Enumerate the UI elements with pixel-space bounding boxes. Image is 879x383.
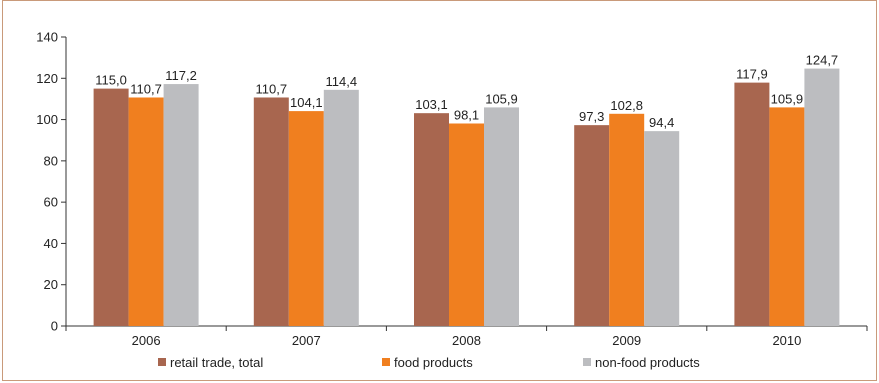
y-tick-label: 140	[36, 30, 58, 45]
data-label: 97,3	[579, 109, 604, 124]
y-tick-label: 40	[44, 236, 58, 251]
y-tick-label: 100	[36, 112, 58, 127]
bar	[734, 82, 770, 326]
data-label: 94,4	[649, 115, 674, 130]
bar	[253, 97, 289, 326]
bar	[449, 123, 484, 327]
legend-swatch	[583, 358, 591, 366]
data-label: 117,2	[165, 68, 197, 83]
data-label: 117,9	[736, 67, 768, 82]
data-label: 110,7	[130, 81, 162, 96]
data-label: 124,7	[806, 53, 839, 68]
legend-label: non-food products	[595, 355, 700, 370]
bar	[644, 131, 680, 326]
data-label: 104,1	[290, 95, 323, 110]
x-tick-label: 2008	[452, 333, 481, 348]
legend-swatch	[158, 358, 166, 366]
y-tick-label: 80	[44, 153, 58, 168]
y-tick-label: 120	[36, 71, 58, 86]
data-label: 115,0	[95, 73, 127, 88]
y-tick-label: 0	[51, 319, 58, 334]
y-tick-label: 60	[44, 195, 58, 210]
bar	[93, 88, 129, 326]
legend-label: retail trade, total	[170, 355, 263, 370]
data-label: 114,4	[326, 74, 358, 89]
x-tick-label: 2006	[132, 333, 161, 348]
bar	[484, 107, 519, 326]
x-tick-label: 2007	[292, 333, 321, 348]
bar	[414, 113, 449, 326]
data-label: 105,9	[485, 91, 518, 106]
x-tick-label: 2009	[612, 333, 641, 348]
bar	[323, 89, 359, 327]
data-label: 105,9	[771, 91, 804, 106]
bar	[288, 111, 324, 327]
bar	[574, 125, 610, 327]
data-label: 102,8	[610, 98, 643, 113]
data-label: 110,7	[256, 81, 288, 96]
data-label: 98,1	[454, 107, 479, 122]
bar	[804, 68, 840, 327]
bar	[609, 113, 645, 326]
bar	[769, 107, 805, 326]
legend-swatch	[382, 358, 390, 366]
data-label: 103,1	[415, 97, 448, 112]
bar	[163, 84, 199, 327]
y-tick-label: 20	[44, 277, 58, 292]
bar	[128, 97, 164, 326]
x-tick-label: 2010	[772, 333, 801, 348]
legend-label: food products	[394, 355, 473, 370]
